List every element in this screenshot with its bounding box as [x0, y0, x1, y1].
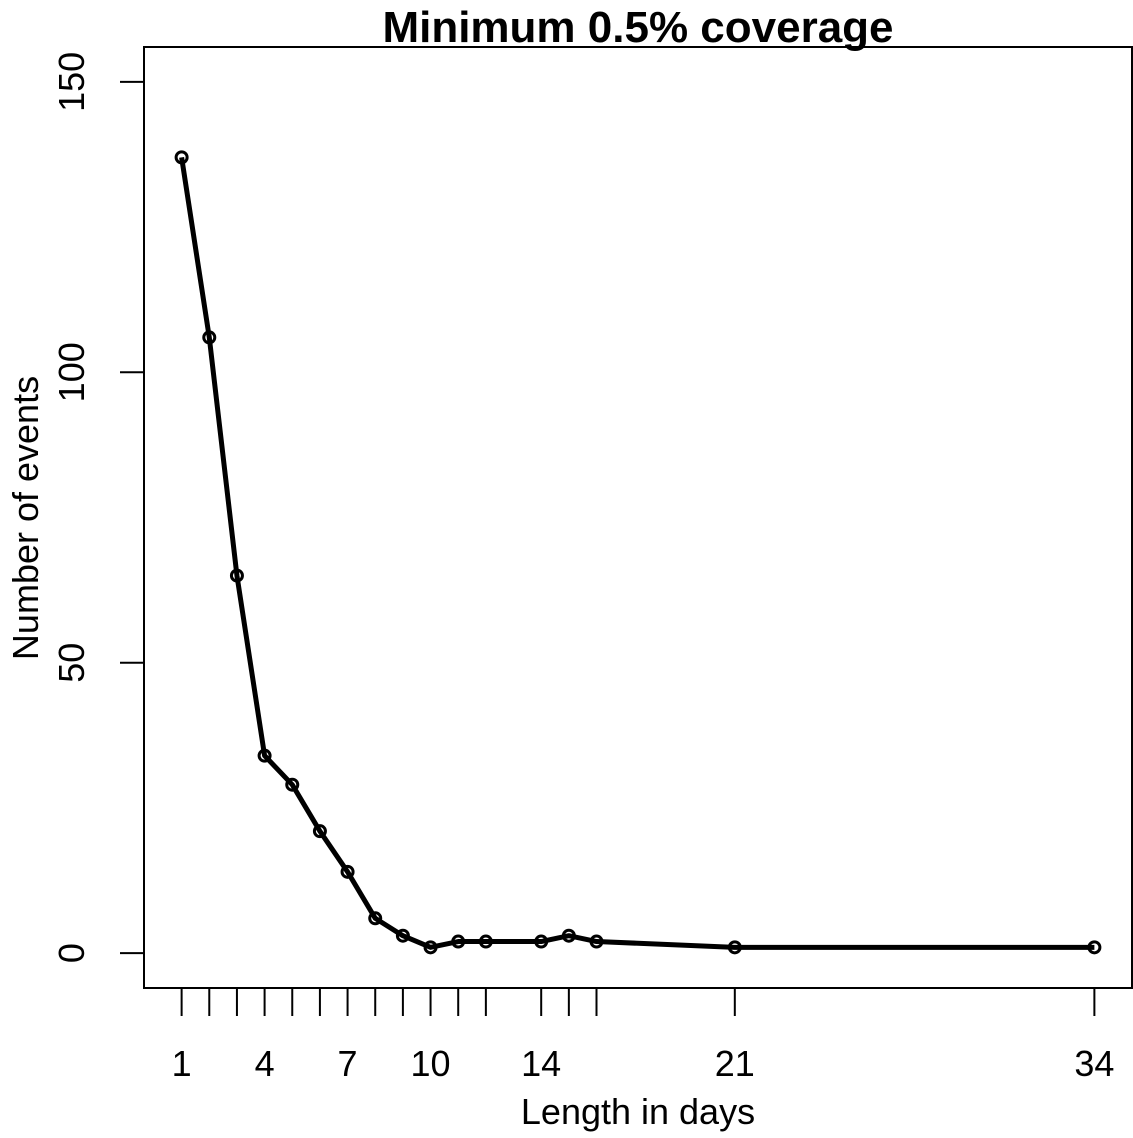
data-point: [478, 934, 493, 949]
data-point: [534, 934, 549, 949]
y-tick-label: 50: [51, 643, 92, 683]
y-tick-label: 100: [51, 342, 92, 402]
x-tick-label: 21: [715, 1043, 755, 1084]
data-point: [312, 824, 327, 839]
data-point: [1087, 940, 1102, 955]
data-point: [202, 330, 217, 345]
y-tick-label: 0: [51, 943, 92, 963]
x-axis-label: Length in days: [521, 1091, 755, 1132]
data-point: [174, 150, 189, 165]
x-tick-label: 1: [172, 1043, 192, 1084]
y-axis-label: Number of events: [5, 376, 46, 660]
x-tick-label: 10: [411, 1043, 451, 1084]
data-point: [451, 934, 466, 949]
chart-title: Minimum 0.5% coverage: [382, 3, 893, 52]
data-point: [340, 864, 355, 879]
x-tick-label: 14: [521, 1043, 561, 1084]
data-point: [229, 568, 244, 583]
y-tick-label: 150: [51, 52, 92, 112]
x-axis: 1 4 7 10 14 21 34: [172, 988, 1114, 1084]
data-point: [423, 940, 438, 955]
data-point: [285, 777, 300, 792]
data-point: [257, 748, 272, 763]
y-axis: 0 50 100 150: [51, 52, 144, 963]
data-series: [174, 150, 1102, 955]
data-point: [395, 928, 410, 943]
plot-frame: [143, 46, 1133, 989]
x-tick-label: 4: [255, 1043, 275, 1084]
x-tick-label: 34: [1074, 1043, 1114, 1084]
data-point: [561, 928, 576, 943]
x-tick-label: 7: [338, 1043, 358, 1084]
data-point: [589, 934, 604, 949]
series-line: [179, 156, 1095, 950]
data-point: [727, 940, 742, 955]
data-point: [368, 911, 383, 926]
